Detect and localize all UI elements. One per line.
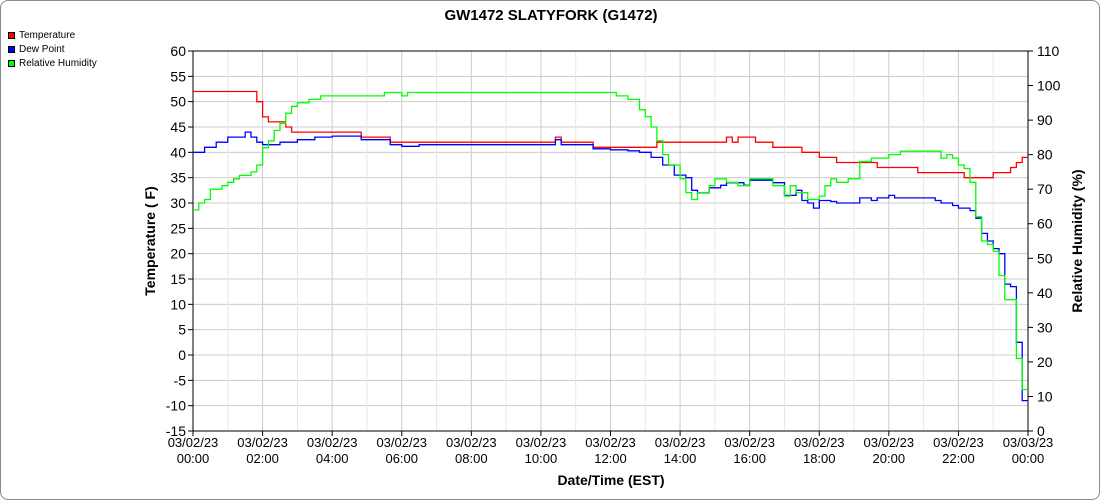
y-right-tick-label: 0	[1037, 423, 1045, 439]
y-left-tick-label: -15	[166, 423, 186, 439]
y-right-tick-label: 40	[1037, 285, 1053, 301]
y-axis-left-label: Temperature ( F)	[142, 186, 158, 295]
relative-humidity-line	[193, 91, 1028, 391]
y-left-tick-label: -10	[166, 398, 186, 414]
legend-label-dew-point: Dew Point	[19, 43, 65, 55]
x-tick-date-label: 03/02/23	[724, 435, 775, 450]
y-left-tick-label: 0	[178, 347, 186, 363]
x-tick-time-label: 12:00	[594, 451, 627, 466]
x-tick-date-label: 03/02/23	[516, 435, 567, 450]
x-tick-date-label: 03/02/23	[446, 435, 497, 450]
x-tick-time-label: 18:00	[803, 451, 836, 466]
x-tick-date-label: 03/02/23	[376, 435, 427, 450]
x-tick-time-label: 04:00	[316, 451, 349, 466]
x-tick-time-label: 02:00	[246, 451, 279, 466]
y-right-tick-label: 30	[1037, 319, 1053, 335]
y-left-tick-label: 30	[170, 195, 186, 211]
x-tick-time-label: 22:00	[942, 451, 975, 466]
legend-item-temperature: Temperature	[8, 28, 97, 42]
grid	[192, 50, 1029, 432]
dew-point-line	[193, 131, 1028, 402]
x-axis-label: Date/Time (EST)	[557, 472, 664, 488]
legend-item-dew-point: Dew Point	[8, 42, 97, 56]
x-tick-time-label: 20:00	[873, 451, 906, 466]
legend-swatch-relative-humidity	[8, 59, 15, 67]
x-tick-date-label: 03/02/23	[168, 435, 219, 450]
y-right-tick-label: 60	[1037, 216, 1053, 232]
y-right-tick-label: 80	[1037, 147, 1053, 163]
y-right-tick-label: 50	[1037, 250, 1053, 266]
x-tick-date-label: 03/03/23	[1003, 435, 1054, 450]
y-right-tick-label: 20	[1037, 354, 1053, 370]
y-left-tick-label: 60	[170, 43, 186, 59]
legend-label-relative-humidity: Relative Humidity	[19, 57, 97, 69]
y-axis-right-label: Relative Humidity (%)	[1069, 169, 1085, 312]
legend-label-temperature: Temperature	[19, 29, 76, 41]
y-right-tick-label: 90	[1037, 112, 1053, 128]
legend-swatch-dew-point	[8, 45, 15, 53]
x-tick-time-label: 08:00	[455, 451, 488, 466]
legend: Temperature Dew Point Relative Humidity	[8, 28, 97, 70]
x-tick-date-label: 03/02/23	[237, 435, 288, 450]
y-left-tick-label: 10	[170, 296, 186, 312]
y-right-tick-label: 100	[1037, 78, 1061, 94]
x-tick-time-label: 00:00	[1012, 451, 1045, 466]
chart-title: GW1472 SLATYFORK (G1472)	[444, 7, 657, 24]
x-tick-date-label: 03/02/23	[585, 435, 636, 450]
x-tick-date-label: 03/02/23	[307, 435, 358, 450]
y-left-tick-label: 5	[178, 322, 186, 338]
y-left-tick-label: 50	[170, 94, 186, 110]
legend-item-relative-humidity: Relative Humidity	[8, 56, 97, 70]
temperature-line	[193, 90, 1028, 179]
y-left-tick-label: 55	[170, 68, 186, 84]
series-lines	[193, 90, 1028, 402]
y-left-tick-label: 45	[170, 119, 186, 135]
plot-area-border	[192, 50, 1029, 432]
x-tick-time-label: 16:00	[733, 451, 766, 466]
x-tick-date-label: 03/02/23	[655, 435, 706, 450]
legend-swatch-temperature	[8, 31, 15, 39]
y-right-tick-label: 10	[1037, 388, 1053, 404]
y-left-tick-label: 20	[170, 246, 186, 262]
x-tick-date-label: 03/02/23	[864, 435, 915, 450]
x-tick-time-label: 06:00	[385, 451, 418, 466]
y-left-tick-label: 15	[170, 271, 186, 287]
x-tick-time-label: 14:00	[664, 451, 697, 466]
x-tick-time-label: 10:00	[525, 451, 558, 466]
y-right-tick-label: 110	[1037, 43, 1060, 59]
y-left-tick-label: 35	[170, 170, 186, 186]
x-tick-date-label: 03/02/23	[933, 435, 984, 450]
y-right-tick-label: 70	[1037, 181, 1053, 197]
x-tick-time-label: 00:00	[177, 451, 210, 466]
y-left-tick-label: -5	[174, 372, 187, 388]
y-left-tick-label: 40	[170, 144, 186, 160]
axes: -15 -10 -5 0 5 10 15 20 25 30 35 40 45 50 55 60 0 10 20 30 4…	[166, 43, 1061, 466]
y-left-tick-label: 25	[170, 220, 186, 236]
x-tick-date-label: 03/02/23	[794, 435, 845, 450]
